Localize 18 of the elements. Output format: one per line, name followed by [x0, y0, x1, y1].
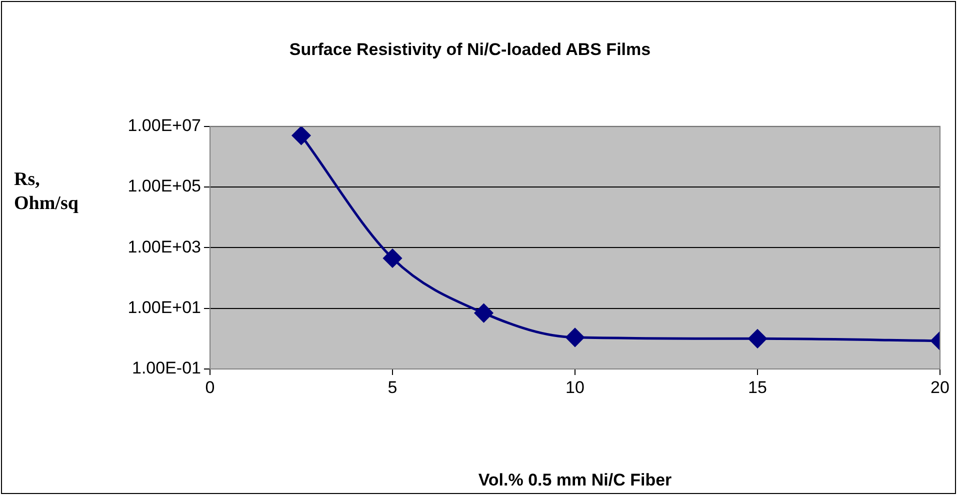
point — [566, 328, 584, 347]
x-tick-label: 5 — [388, 378, 398, 397]
point — [383, 248, 402, 268]
y-tick-label: 1.00E-01 — [132, 358, 201, 378]
point — [474, 304, 493, 322]
point — [748, 329, 767, 348]
y-tick-label: 1.00E+03 — [128, 237, 201, 256]
x-tick-label: 0 — [205, 378, 215, 397]
x-tick-label: 15 — [748, 378, 767, 397]
x-tick-label: 20 — [930, 378, 950, 397]
x-tick-label: 10 — [566, 378, 584, 397]
point — [292, 126, 310, 145]
y-tick-label: 1.00E+07 — [128, 116, 201, 136]
y-tick-label: 1.00E+01 — [128, 298, 201, 318]
x-axis-title: Vol.% 0.5 mm Ni/C Fiber — [478, 470, 672, 490]
y-axis-title: Rs, Ohm/sq — [14, 168, 80, 216]
chart-title: Surface Resistivity of Ni/C-loaded ABS Films — [289, 40, 651, 59]
y-tick-label: 1.00E+05 — [128, 176, 201, 196]
